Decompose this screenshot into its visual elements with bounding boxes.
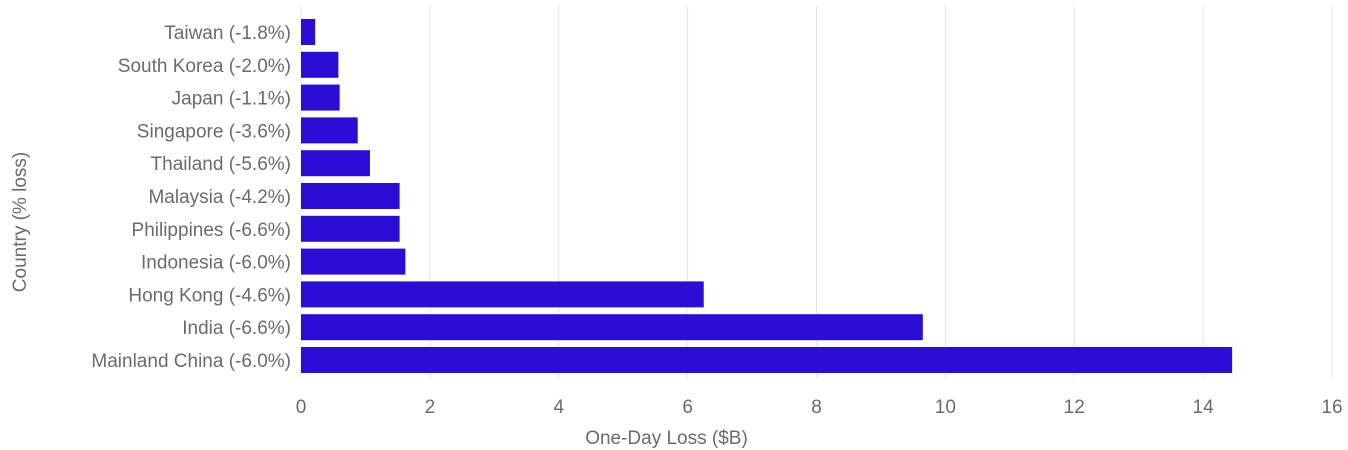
x-tick-labels: 0 2 4 6 8 10 12 14 16 [296,397,1343,418]
x-tick-label: 12 [1064,397,1085,418]
x-tick-label: 2 [425,397,436,418]
y-axis-title: Country (% loss) [10,152,31,292]
x-tick-label: 4 [553,397,564,418]
category-label: Japan (-1.1%) [172,89,291,110]
category-label: Hong Kong (-4.6%) [128,285,291,306]
x-tick-label: 14 [1193,397,1215,418]
bar [301,281,704,308]
bar [301,19,316,45]
category-label: South Korea (-2.0%) [118,56,291,77]
category-label: Malaysia (-4.2%) [148,187,291,208]
x-axis-title: One-Day Loss ($B) [585,428,748,449]
category-label: Mainland China (-6.0%) [91,351,291,372]
x-tick-label: 10 [935,397,956,418]
bar [301,183,400,209]
bar [301,248,406,275]
bar [301,117,358,144]
bar [301,314,923,341]
category-label: Taiwan (-1.8%) [164,23,291,44]
x-tick-label: 6 [682,397,693,418]
gridlines [300,6,1333,378]
category-label: Philippines (-6.6%) [132,220,291,241]
bar [301,51,339,78]
x-tick-label: 8 [811,397,822,418]
category-label: Indonesia (-6.0%) [141,253,291,274]
bar [301,215,400,242]
bar [301,150,370,177]
bar [301,84,340,111]
bar [301,347,1233,373]
category-label: India (-6.6%) [182,318,291,339]
category-label: Singapore (-3.6%) [137,121,291,142]
category-label: Thailand (-5.6%) [151,154,291,175]
bars [301,19,1233,373]
x-tick-label: 0 [296,397,307,418]
x-tick-label: 16 [1321,397,1342,418]
category-labels: Taiwan (-1.8%) South Korea (-2.0%) Japan (… [91,23,291,372]
